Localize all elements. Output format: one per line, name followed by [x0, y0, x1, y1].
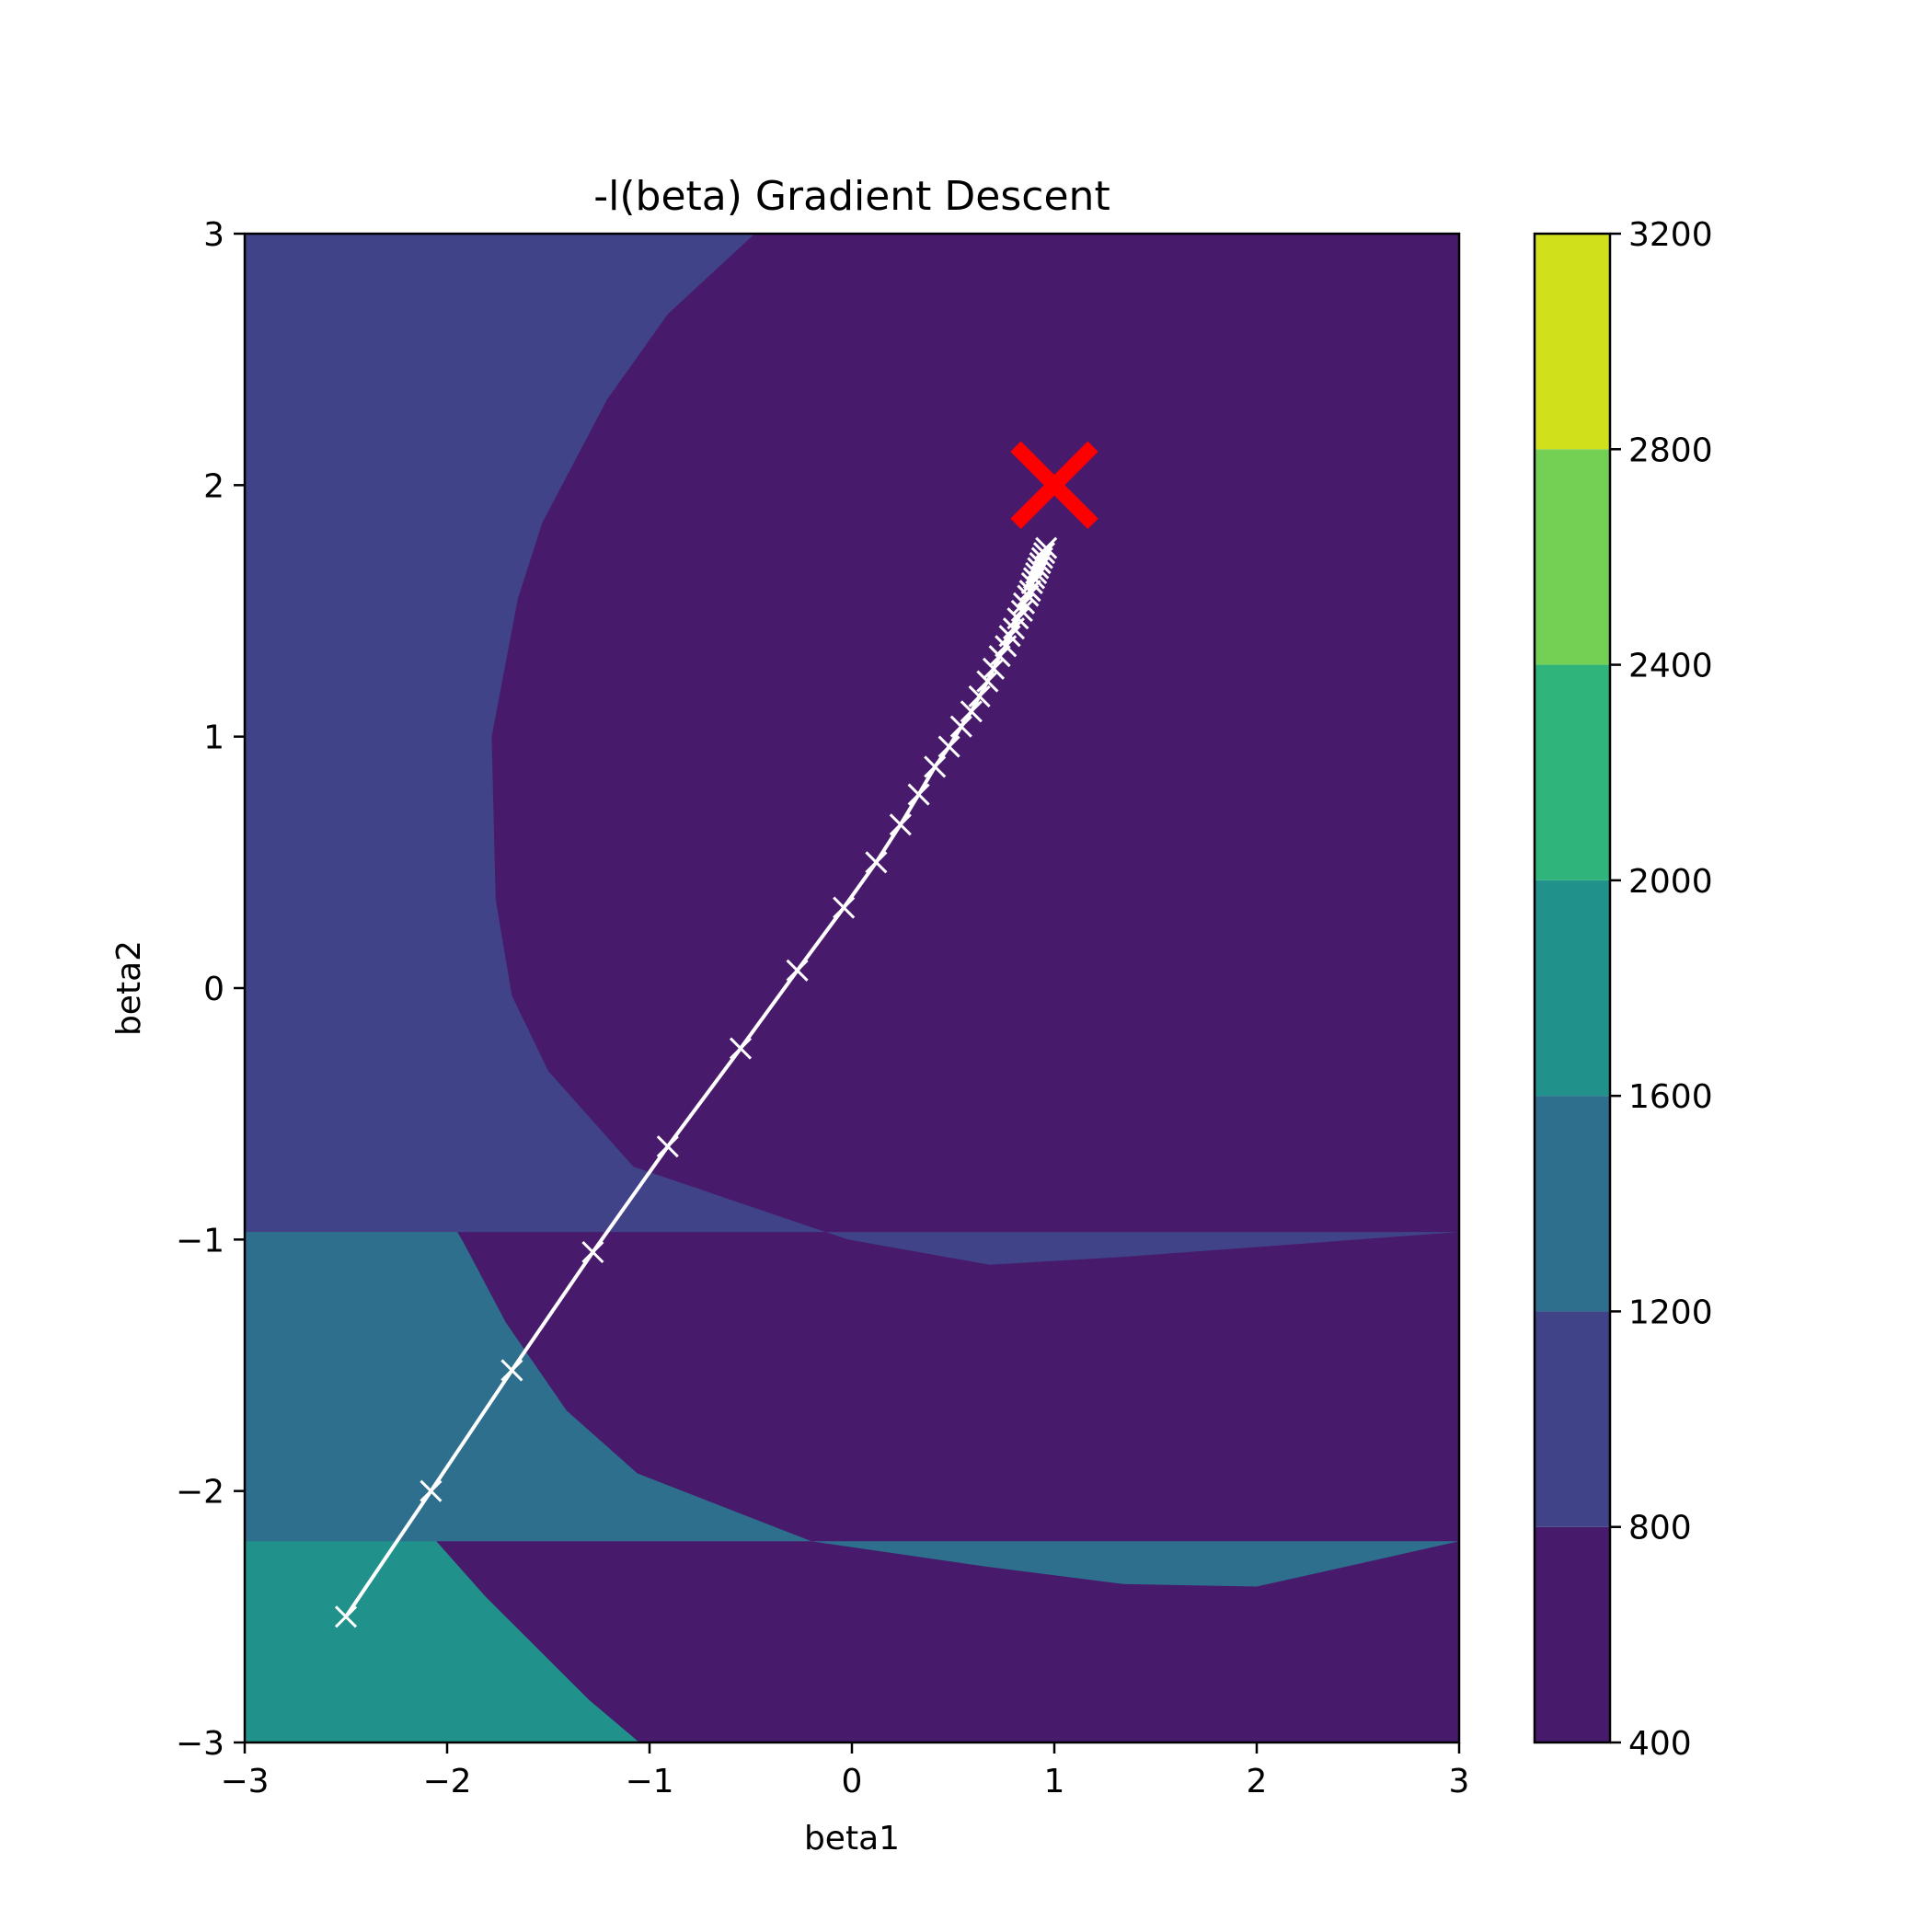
colorbar-tick-label: 2000 [1628, 863, 1713, 901]
contour-band-800-1200 [245, 234, 1459, 1265]
descent-point [960, 700, 983, 723]
descent-point [1017, 584, 1040, 607]
y-tick-label: 1 [203, 719, 224, 757]
colorbar-segment [1535, 880, 1610, 1097]
descent-point [907, 783, 930, 806]
colorbar-tick-label: 1200 [1628, 1294, 1713, 1331]
contour-band-2000-2400 [0, 0, 117, 1742]
colorbar-segment [1535, 1526, 1610, 1742]
y-tick-label: −3 [176, 1725, 224, 1763]
descent-point [1010, 599, 1033, 623]
descent-point [1035, 536, 1058, 559]
descent-point [949, 715, 972, 738]
colorbar-tick-label: 2800 [1628, 431, 1713, 469]
descent-point [581, 1240, 604, 1264]
descent-point [500, 1359, 523, 1382]
descent-point [656, 1135, 679, 1158]
x-tick-label: 1 [1044, 1763, 1065, 1800]
descent-point [833, 896, 856, 919]
descent-point [865, 851, 888, 874]
descent-point [924, 755, 947, 778]
colorbar-tick-label: 1600 [1628, 1078, 1713, 1116]
x-tick-label: 2 [1247, 1763, 1268, 1800]
y-tick-label: −1 [176, 1222, 224, 1259]
x-axis-label: beta1 [804, 1820, 900, 1857]
descent-point [968, 684, 991, 707]
colorbar-segment [1535, 664, 1610, 880]
colorbar-segment [1535, 1311, 1610, 1527]
contour-fill-layer [0, 0, 1459, 1742]
y-tick-label: 2 [203, 467, 224, 505]
colorbar-tick-label: 3200 [1628, 216, 1713, 254]
x-tick-label: 0 [842, 1763, 863, 1800]
y-tick-label: 0 [203, 971, 224, 1008]
descent-point [982, 657, 1006, 680]
descent-point [889, 813, 912, 836]
chart-title: -l(beta) Gradient Descent [593, 173, 1110, 220]
descent-point [729, 1037, 753, 1060]
colorbar-segment [1535, 449, 1610, 665]
y-tick-label: 3 [203, 216, 224, 254]
colorbar-tick-label: 800 [1628, 1510, 1692, 1547]
descent-point [1032, 542, 1056, 565]
y-axis-label: beta2 [110, 940, 148, 1036]
contour-band-1600-2000 [245, 234, 639, 1742]
x-tick-label: −2 [422, 1763, 471, 1800]
descent-point [988, 645, 1011, 668]
x-tick-label: −3 [220, 1763, 269, 1800]
colorbar-segment [1535, 234, 1610, 450]
descent-point [334, 1605, 358, 1628]
descent-point [937, 735, 960, 758]
optimum-x-marker [1010, 441, 1098, 529]
descent-point [786, 959, 809, 982]
x-tick-label: 3 [1449, 1763, 1470, 1800]
colorbar-tick-label: 2400 [1628, 648, 1713, 685]
colorbar-tick-label: 400 [1628, 1725, 1692, 1763]
descent-point [420, 1479, 443, 1502]
colorbar-frame [1533, 232, 1612, 1744]
optimum-marker-layer [1010, 441, 1098, 529]
y-axis: −3 −2 −1 0 1 2 3 [176, 216, 245, 1763]
colorbar: 400 800 1200 1600 2000 2400 2800 3200 [1533, 216, 1713, 1763]
descent-point [976, 670, 999, 693]
descent-point [1018, 580, 1041, 603]
gradient-descent-path [334, 536, 1058, 1628]
colorbar-segment [1535, 1096, 1610, 1312]
y-tick-label: −2 [176, 1474, 224, 1512]
x-axis: −3 −2 −1 0 1 2 3 [220, 1742, 1469, 1800]
x-tick-label: −1 [625, 1763, 673, 1800]
